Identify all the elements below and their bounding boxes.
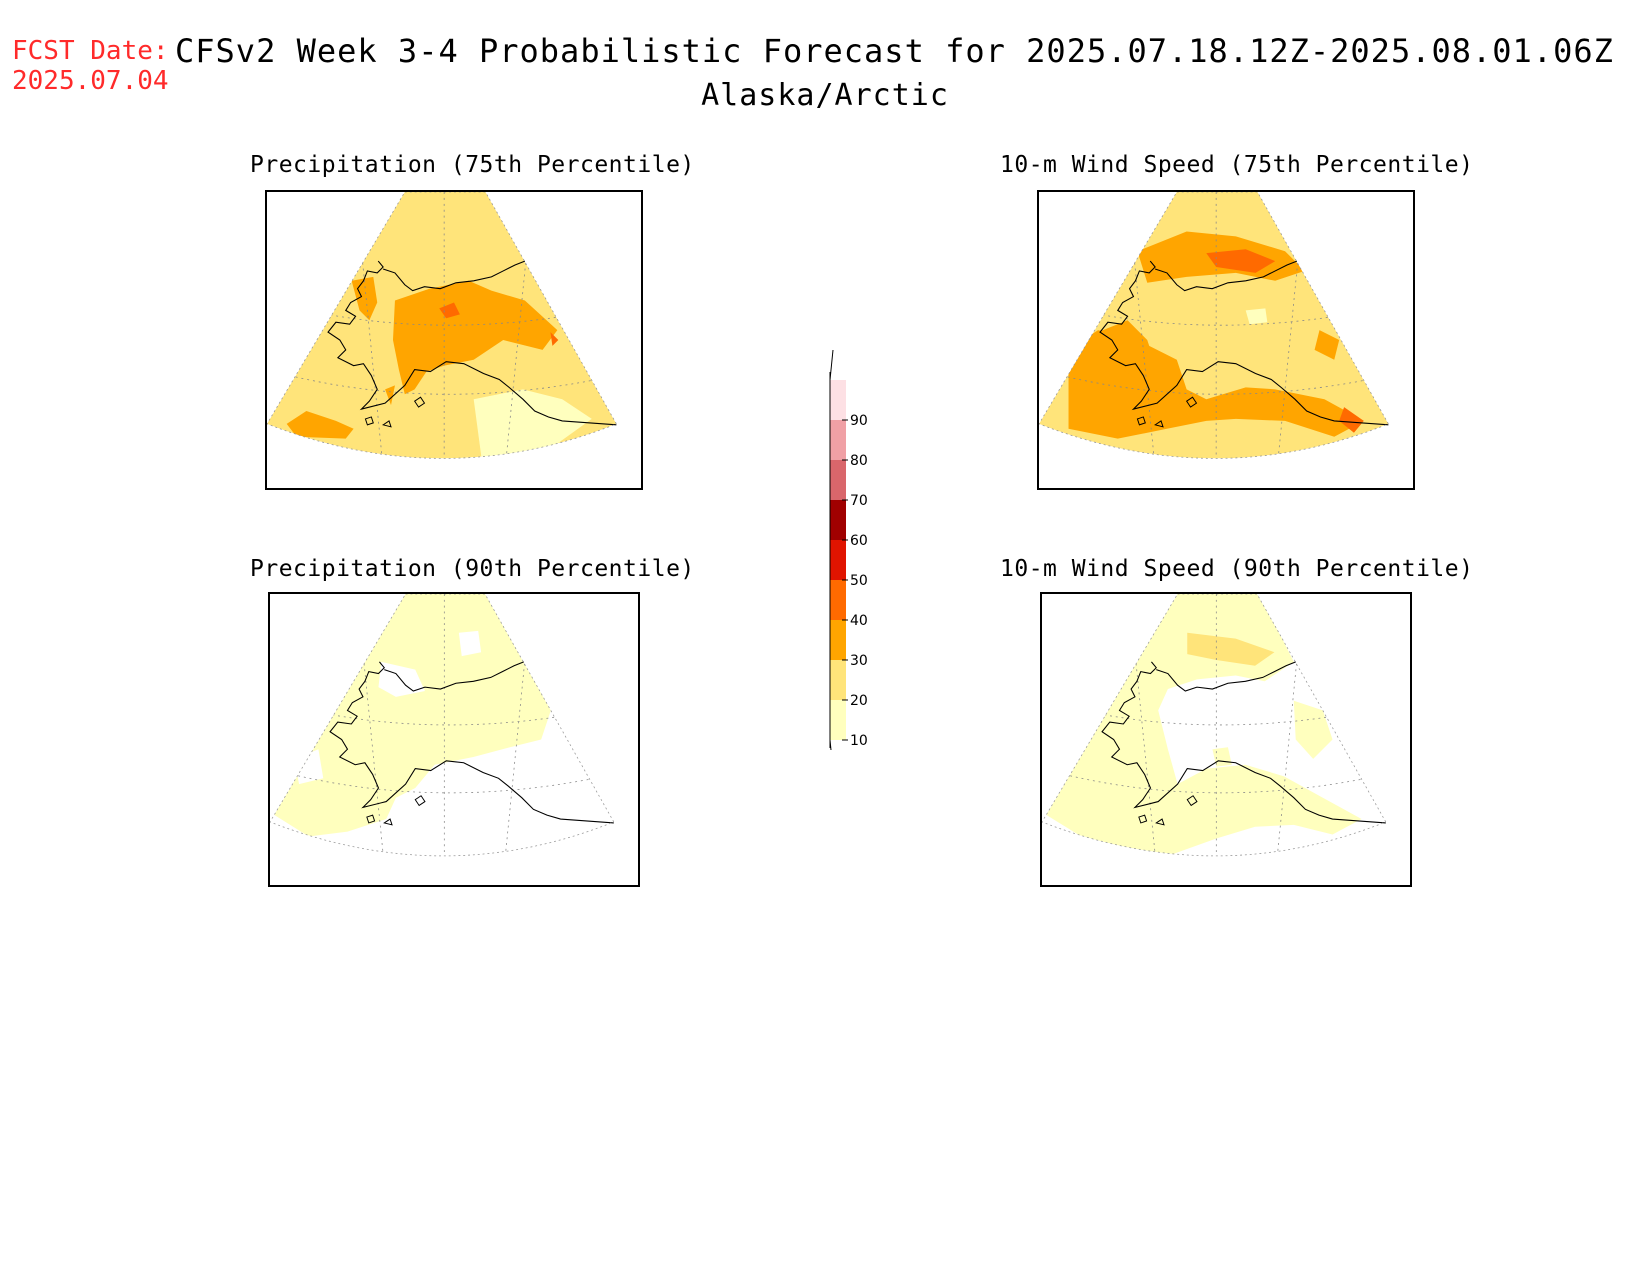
probability-colorbar: 10 20 30 40 50 60 70 80 90 bbox=[829, 349, 868, 750]
probability-contour-region bbox=[1206, 249, 1276, 273]
probability-contour-region bbox=[1339, 407, 1364, 433]
coastline bbox=[1154, 260, 1298, 292]
panel-title-precip-75: Precipitation (75th Percentile) bbox=[250, 152, 695, 178]
island-outline bbox=[1138, 814, 1148, 824]
map-canvas bbox=[1042, 594, 1387, 857]
graticule-line bbox=[502, 594, 532, 856]
colorbar-segment bbox=[830, 500, 846, 540]
map-wind-speed-75th bbox=[1037, 190, 1415, 490]
probability-contour-region bbox=[550, 332, 559, 346]
probability-contour-region bbox=[1245, 308, 1268, 325]
main-title: CFSv2 Week 3-4 Probabilistic Forecast fo… bbox=[175, 32, 1614, 70]
probability-contour-region bbox=[458, 630, 482, 657]
graticule-line bbox=[1127, 192, 1158, 459]
graticule-line bbox=[1042, 768, 1386, 794]
map-wind-speed-90th bbox=[1040, 592, 1412, 887]
island-outline bbox=[413, 396, 426, 408]
coastline bbox=[1099, 260, 1389, 426]
probability-contour-region bbox=[294, 749, 324, 785]
panel-title-wind-90: 10-m Wind Speed (90th Percentile) bbox=[1000, 556, 1474, 582]
island-outline bbox=[1185, 396, 1198, 408]
map-canvas bbox=[1039, 192, 1389, 459]
graticule-line bbox=[1128, 594, 1159, 856]
probability-contour-region bbox=[1042, 594, 1362, 856]
colorbar-tick-label: 10 bbox=[850, 733, 868, 749]
colorbar-tick-label: 90 bbox=[850, 413, 868, 429]
probability-contour-region bbox=[1314, 330, 1340, 360]
probability-contour-region bbox=[1187, 632, 1275, 666]
island-outline bbox=[1186, 795, 1198, 807]
graticule-line bbox=[355, 192, 386, 459]
graticule-line bbox=[1274, 192, 1306, 459]
graticule-line bbox=[1039, 369, 1389, 395]
graticule-line bbox=[267, 369, 617, 395]
probability-contour-region bbox=[1293, 700, 1333, 759]
probability-contour-region bbox=[286, 411, 354, 439]
island-outline bbox=[1155, 818, 1165, 826]
colorbar-segment bbox=[830, 420, 846, 460]
graticule-line bbox=[270, 768, 614, 794]
colorbar-tick-label: 70 bbox=[850, 493, 868, 509]
island-outline bbox=[1136, 416, 1146, 426]
colorbar-tick-label: 20 bbox=[850, 693, 868, 709]
island-outline bbox=[381, 420, 392, 428]
probability-contour-region bbox=[392, 280, 558, 395]
island-outline bbox=[1153, 420, 1164, 428]
graticule-line bbox=[502, 192, 534, 459]
colorbar-tick-label: 40 bbox=[850, 613, 868, 629]
island-outline bbox=[414, 795, 426, 807]
colorbar-tick-label: 80 bbox=[850, 453, 868, 469]
colorbar-tick-label: 60 bbox=[850, 533, 868, 549]
island-outline bbox=[364, 416, 374, 426]
colorbar-segment bbox=[830, 580, 846, 620]
colorbar-segment bbox=[830, 460, 846, 500]
panel-title-precip-90: Precipitation (90th Percentile) bbox=[250, 556, 695, 582]
map-canvas bbox=[270, 594, 615, 857]
graticule-line bbox=[1274, 594, 1304, 856]
colorbar-tick-label: 30 bbox=[850, 653, 868, 669]
coastline bbox=[329, 661, 614, 824]
probability-contour-region bbox=[473, 389, 592, 459]
colorbar-segment bbox=[830, 700, 846, 740]
map-precipitation-75th bbox=[265, 190, 643, 490]
colorbar-segment bbox=[830, 380, 846, 420]
forecast-date-label: FCST Date: bbox=[12, 36, 169, 66]
forecast-date-value: 2025.07.04 bbox=[12, 66, 169, 96]
colorbar-segment bbox=[830, 660, 846, 700]
colorbar-segment bbox=[830, 620, 846, 660]
map-canvas bbox=[267, 192, 617, 459]
map-precipitation-90th bbox=[268, 592, 640, 887]
coastline bbox=[1101, 661, 1386, 824]
region-title: Alaska/Arctic bbox=[701, 78, 949, 113]
graticule-line bbox=[356, 594, 387, 856]
coastline bbox=[382, 260, 526, 292]
colorbar-segment bbox=[830, 540, 846, 580]
colorbar-tick-label: 50 bbox=[850, 573, 868, 589]
probability-contour-region bbox=[378, 661, 425, 697]
probability-contour-region bbox=[270, 594, 551, 837]
coastline bbox=[1156, 661, 1296, 692]
panel-title-wind-75: 10-m Wind Speed (75th Percentile) bbox=[1000, 152, 1474, 178]
coastline bbox=[327, 260, 617, 426]
island-outline bbox=[383, 818, 393, 826]
probability-contour-region bbox=[385, 385, 395, 406]
coastline bbox=[384, 661, 524, 692]
island-outline bbox=[366, 814, 376, 824]
